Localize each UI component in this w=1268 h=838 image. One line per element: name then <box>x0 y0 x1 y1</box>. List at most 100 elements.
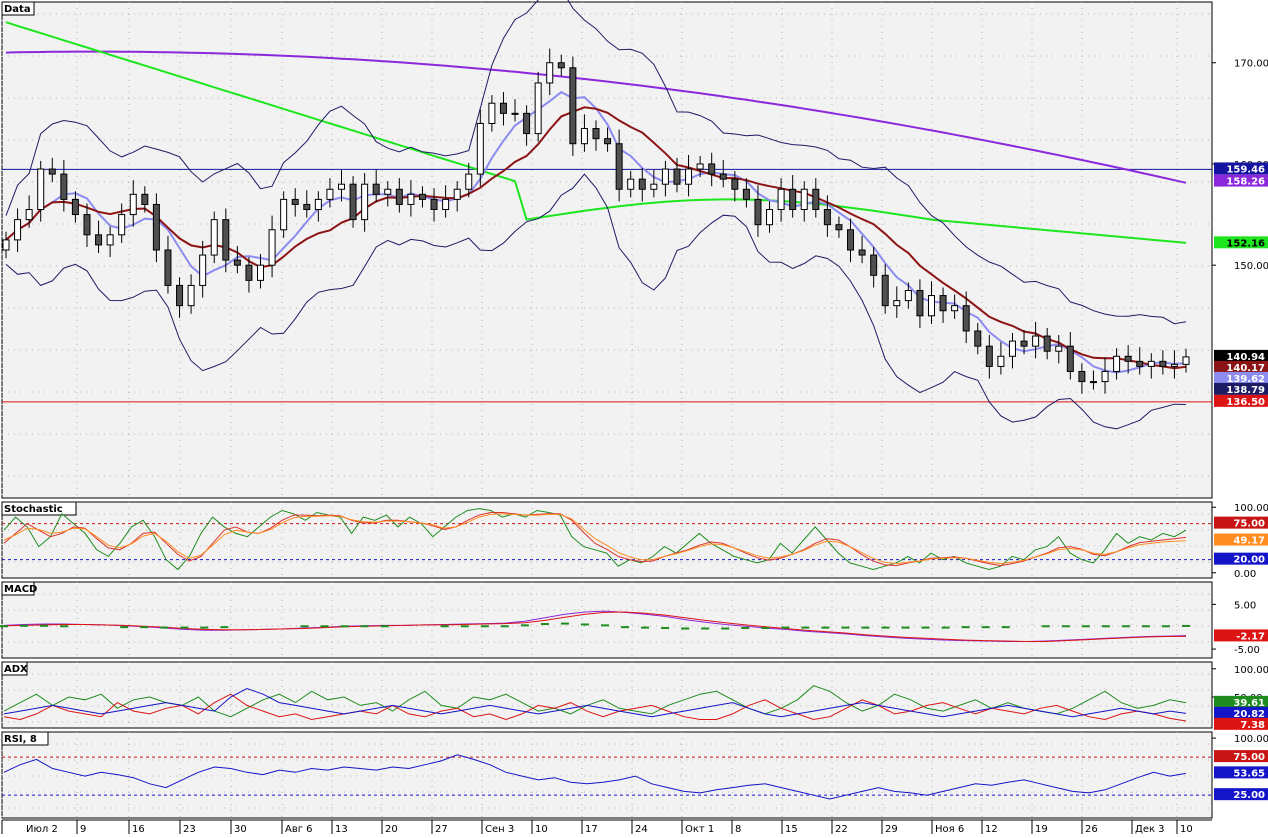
value-tag-label: 20.82 <box>1233 709 1265 720</box>
x-tick-label: 9 <box>80 824 86 834</box>
value-tag <box>1214 371 1268 384</box>
series-line <box>3 754 1187 800</box>
candle-body <box>442 198 450 211</box>
candle-body <box>557 62 565 69</box>
candle-body <box>870 254 878 276</box>
value-tag-label: 75.00 <box>1233 752 1265 763</box>
candle-body <box>847 229 855 251</box>
series-line <box>3 513 1187 565</box>
value-tag <box>1214 766 1268 779</box>
value-tag-label: -2.17 <box>1236 631 1265 642</box>
candle-body <box>1182 356 1190 365</box>
value-tag <box>1214 349 1268 362</box>
value-tag-label: 53.65 <box>1233 768 1265 779</box>
candle-body <box>951 305 959 312</box>
x-tick-label: 30 <box>234 824 247 834</box>
panel-label: ADX <box>4 664 28 675</box>
value-tag-label: 25.00 <box>1233 790 1265 801</box>
panel-frame <box>1 1 1213 499</box>
candle-body <box>800 188 808 211</box>
candle-body <box>1101 370 1109 383</box>
candle-body <box>962 305 970 332</box>
value-tag <box>1214 788 1268 801</box>
candle-body <box>118 214 126 236</box>
bollinger-lower <box>5 173 1187 430</box>
candle-body <box>893 300 901 307</box>
candle-body <box>25 209 33 221</box>
value-tag <box>1214 750 1268 763</box>
series-line <box>3 611 1187 642</box>
candle-body <box>465 173 473 190</box>
x-tick-label: 13 <box>335 824 348 834</box>
x-tick-label: 10 <box>1180 824 1193 834</box>
candle-body <box>233 259 241 266</box>
value-tag <box>1214 717 1268 730</box>
y-tick-label: 100.00 <box>1234 503 1268 514</box>
candle-body <box>523 112 531 135</box>
x-tick-label: Дек 3 <box>1135 824 1165 834</box>
sma-green-line <box>5 21 1187 244</box>
candle-body <box>372 183 380 195</box>
candle-body <box>488 102 496 124</box>
candle-body <box>789 188 797 211</box>
candle-body <box>187 284 195 307</box>
value-tag <box>1214 516 1268 529</box>
value-tag-label: 49.17 <box>1233 536 1265 547</box>
candle-body <box>673 168 681 185</box>
panel-rsi: 100.00 RSI, 8 <box>1 731 1268 819</box>
candle-body <box>71 198 79 216</box>
x-tick-label: 17 <box>585 824 598 834</box>
indicator-plot-macd <box>0 610 1190 642</box>
candle-body <box>835 224 843 231</box>
series-line <box>3 687 1187 718</box>
candle-body <box>245 264 253 281</box>
candle-body <box>904 289 912 302</box>
candle-body <box>511 112 519 115</box>
series-line <box>3 512 1187 567</box>
value-tag-label: 39.61 <box>1233 698 1265 709</box>
candle-body <box>708 163 716 175</box>
candle-body <box>766 209 774 226</box>
x-tick-label: Июл 2 <box>26 824 58 834</box>
candle-body <box>337 183 345 190</box>
panel-label: RSI, 8 <box>4 734 37 745</box>
indicator-plot-stochastic <box>3 508 1187 571</box>
value-tag <box>1214 706 1268 719</box>
candle-body <box>268 229 276 266</box>
indicator-plot-adx <box>3 685 1187 722</box>
candle-body <box>997 355 1005 367</box>
candle-body <box>592 128 600 140</box>
candle-body <box>164 249 172 286</box>
candle-body <box>141 193 149 205</box>
panel-macd: 5.00 -5.00 MACD <box>1 581 1260 659</box>
candle-body <box>1089 381 1097 384</box>
candle-body <box>823 209 831 226</box>
x-tick-label: 8 <box>735 824 741 834</box>
candle-body <box>95 234 103 246</box>
value-tag <box>1214 695 1268 708</box>
candle-body <box>858 249 866 256</box>
x-tick-label: Авг 6 <box>285 824 313 834</box>
y-tick-label: 100.00 <box>1234 665 1268 676</box>
value-tag-label: 159.46 <box>1226 164 1265 175</box>
x-tick-label: 10 <box>535 824 548 834</box>
x-tick-label: 29 <box>885 824 898 834</box>
panel-label: Data <box>4 4 31 15</box>
candle-body <box>696 163 704 170</box>
panel-label-box <box>1 1 35 16</box>
y-tick-label: 5.00 <box>1234 600 1256 611</box>
candle-body <box>742 188 750 200</box>
candle-body <box>257 264 265 281</box>
candle-body <box>1055 345 1063 352</box>
panel-frame <box>1 731 1213 819</box>
value-tag-label: 152.16 <box>1226 238 1265 249</box>
candle-body <box>476 122 484 175</box>
candle-body <box>1170 363 1178 367</box>
panel-frame <box>1 501 1213 579</box>
x-tick-label: 12 <box>985 824 998 834</box>
candle-body <box>407 193 415 205</box>
candle-body <box>1124 355 1132 362</box>
x-tick-label: Окт 1 <box>685 824 714 834</box>
